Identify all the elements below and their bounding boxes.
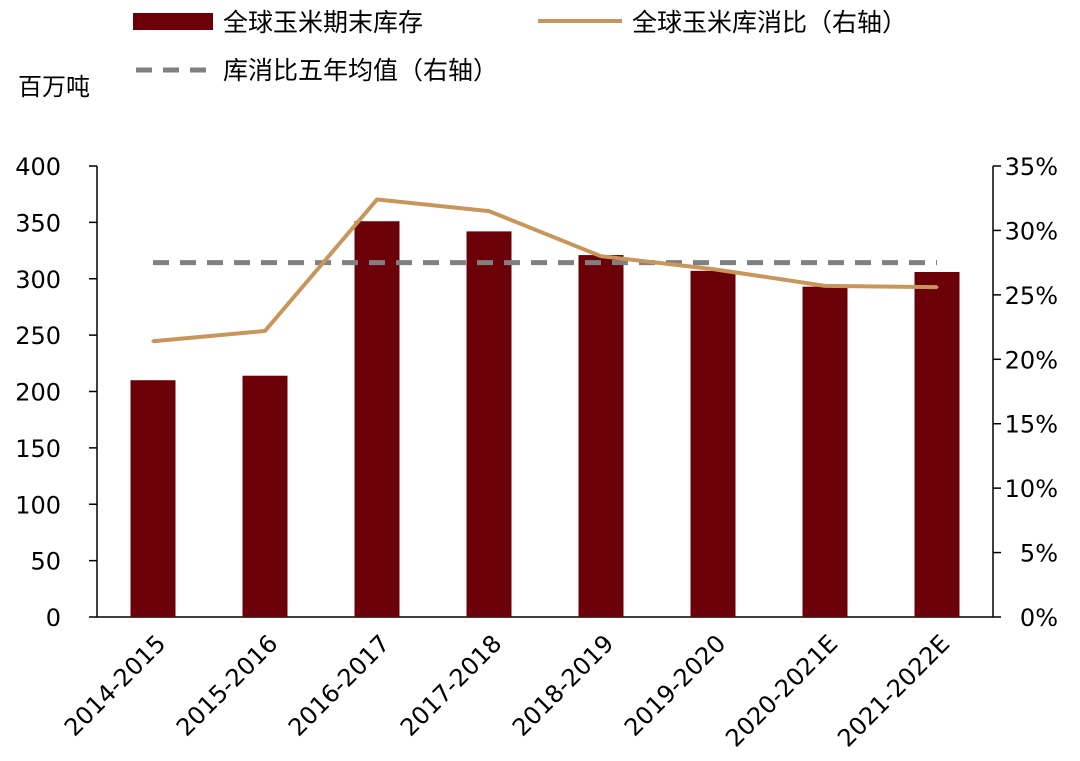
line-point bbox=[487, 209, 491, 213]
bar bbox=[466, 231, 512, 617]
y-right-tick-label: 25% bbox=[1005, 282, 1058, 310]
y-right-tick-label: 35% bbox=[1005, 153, 1058, 181]
line-point bbox=[935, 285, 939, 289]
bar-series-inventory bbox=[130, 221, 960, 617]
x-tick-label: 2015-2016 bbox=[171, 629, 283, 741]
line-point bbox=[151, 339, 155, 343]
x-tick-label: 2014-2015 bbox=[59, 629, 171, 741]
line-point bbox=[375, 198, 379, 202]
y-right-tick-label: 10% bbox=[1005, 475, 1058, 503]
y-left-tick-label: 350 bbox=[15, 209, 61, 237]
y-left-tick-label: 300 bbox=[15, 266, 61, 294]
y-right-ticks: 0% 5% 10% 15% 20% 25% 30% 35% bbox=[993, 153, 1058, 632]
legend-label-ratio: 全球玉米库消比（右轴） bbox=[632, 8, 907, 37]
y-left-tick-label: 50 bbox=[30, 548, 61, 576]
line-point bbox=[711, 267, 715, 271]
y-right-tick-label: 30% bbox=[1005, 217, 1058, 245]
y-left-tick-label: 400 bbox=[15, 153, 61, 181]
y-left-tick-label: 200 bbox=[15, 379, 61, 407]
y-left-tick-label: 150 bbox=[15, 435, 61, 463]
bar bbox=[690, 270, 736, 617]
y-left-tick-label: 250 bbox=[15, 322, 61, 350]
y-left-axis-label: 百万吨 bbox=[18, 73, 90, 101]
legend-swatch-inventory bbox=[133, 13, 213, 30]
legend-label-average: 库消比五年均值（右轴） bbox=[223, 56, 498, 85]
x-tick-label: 2020-2021E bbox=[720, 629, 843, 752]
x-axis-labels: 2014-2015 2015-2016 2016-2017 2017-2018 2018… bbox=[59, 629, 955, 752]
y-left-tick-label: 100 bbox=[15, 491, 61, 519]
x-tick-label: 2016-2017 bbox=[283, 629, 395, 741]
bar bbox=[354, 221, 400, 617]
y-left-ticks: 0 50 100 150 200 250 300 350 400 bbox=[15, 153, 97, 632]
x-tick-label: 2017-2018 bbox=[395, 629, 507, 741]
line-point bbox=[599, 254, 603, 258]
y-right-tick-label: 15% bbox=[1005, 411, 1058, 439]
x-tick-label: 2021-2022E bbox=[832, 629, 955, 752]
x-tick-label: 2018-2019 bbox=[507, 629, 619, 741]
y-left-tick-label: 0 bbox=[46, 604, 61, 632]
line-series-stock-to-use-ratio bbox=[152, 197, 938, 344]
x-tick-label: 2019-2020 bbox=[619, 629, 731, 741]
ratio-points bbox=[151, 198, 939, 343]
legend: 全球玉米期末库存 全球玉米库消比（右轴） 库消比五年均值（右轴） bbox=[133, 8, 907, 85]
bar bbox=[242, 375, 288, 617]
bar bbox=[578, 255, 624, 617]
bar bbox=[130, 380, 176, 617]
bar bbox=[914, 271, 960, 617]
y-right-tick-label: 0% bbox=[1020, 604, 1058, 632]
line-point bbox=[263, 329, 267, 333]
y-right-tick-label: 20% bbox=[1005, 346, 1058, 374]
bar bbox=[802, 286, 848, 617]
y-right-tick-label: 5% bbox=[1020, 540, 1058, 568]
line-point bbox=[823, 284, 827, 288]
legend-label-inventory: 全球玉米期末库存 bbox=[223, 8, 423, 37]
